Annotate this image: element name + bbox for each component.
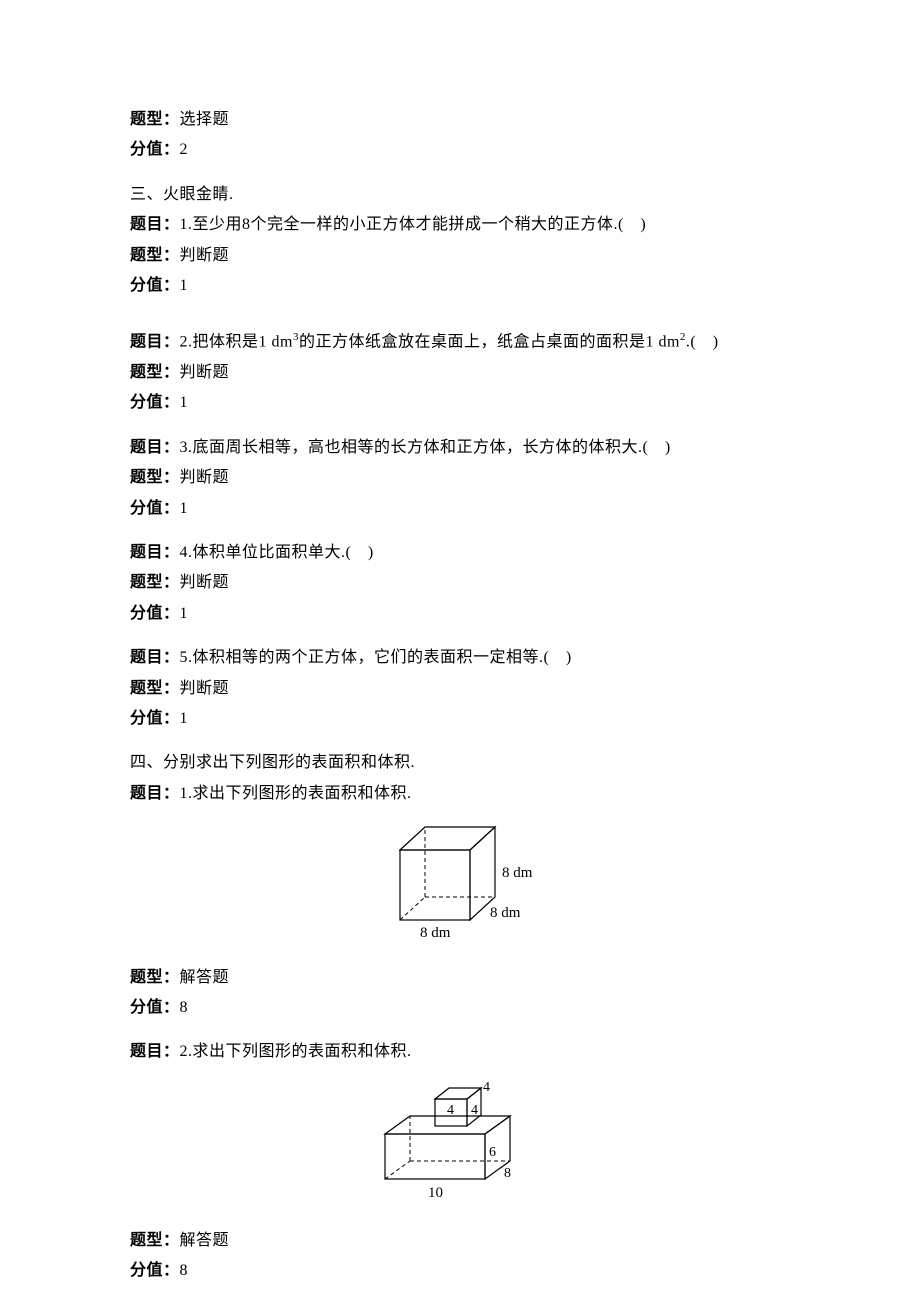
label-top-h: 4 [483, 1080, 490, 1095]
score-value: 1 [180, 605, 189, 622]
prev-choice-tail: 题型：选择题 分值：2 [130, 105, 790, 166]
item-line: 题目：3.底面周长相等，高也相等的长方体和正方体，长方体的体积大.( ) [130, 433, 790, 463]
label-width: 8 dm [420, 925, 451, 941]
q2-post: .( ) [686, 334, 719, 351]
score-line: 分值：8 [130, 993, 790, 1023]
item-text: 5.体积相等的两个正方体，它们的表面积一定相等.( ) [180, 649, 572, 666]
q3-4: 题目：4.体积单位比面积单大.( ) 题型：判断题 分值：1 [130, 538, 790, 629]
score-line: 分值：8 [130, 1256, 790, 1286]
figure-cube: 8 dm 8 dm 8 dm [130, 815, 790, 956]
item-text: 4.体积单位比面积单大.( ) [180, 544, 374, 561]
type-value: 判断题 [180, 247, 230, 264]
score-line: 分值：1 [130, 599, 790, 629]
type-value: 判断题 [180, 469, 230, 486]
q4-1-meta: 题型：解答题 分值：8 [130, 963, 790, 1024]
item-text: 2.求出下列图形的表面积和体积. [180, 1043, 412, 1060]
item-label: 题目： [130, 334, 180, 351]
type-line: 题型：判断题 [130, 568, 790, 598]
item-line: 题目：4.体积单位比面积单大.( ) [130, 538, 790, 568]
item-text: 1.求出下列图形的表面积和体积. [180, 785, 412, 802]
q4-1-item: 题目：1.求出下列图形的表面积和体积. [130, 779, 790, 809]
item-text: 1.至少用8个完全一样的小正方体才能拼成一个稍大的正方体.( ) [180, 216, 647, 233]
score-label: 分值： [130, 394, 180, 411]
type-value: 判断题 [180, 364, 230, 381]
score-label: 分值： [130, 500, 180, 517]
label-top-w: 4 [447, 1103, 454, 1118]
score-value: 8 [180, 999, 189, 1016]
type-line: 题型：判断题 [130, 241, 790, 271]
q2-pre: 2.把体积是1 dm [180, 334, 293, 351]
item-line: 题目：5.体积相等的两个正方体，它们的表面积一定相等.( ) [130, 643, 790, 673]
score-value: 1 [180, 710, 189, 727]
q3-3: 题目：3.底面周长相等，高也相等的长方体和正方体，长方体的体积大.( ) 题型：… [130, 433, 790, 524]
score-label: 分值： [130, 999, 180, 1016]
item-label: 题目： [130, 1043, 180, 1060]
type-line: 题型：解答题 [130, 1226, 790, 1256]
type-line: 题型：判断题 [130, 358, 790, 388]
score-line: 分值：1 [130, 494, 790, 524]
q4-2-meta: 题型：解答题 分值：8 [130, 1226, 790, 1287]
type-label: 题型： [130, 1232, 180, 1249]
item-label: 题目： [130, 439, 180, 456]
type-label: 题型： [130, 680, 180, 697]
score-line: 分值：2 [130, 135, 790, 165]
item-label: 题目： [130, 649, 180, 666]
item-line: 题目：1.至少用8个完全一样的小正方体才能拼成一个稍大的正方体.( ) [130, 210, 790, 240]
label-bot-h: 6 [489, 1145, 496, 1160]
item-label: 题目： [130, 216, 180, 233]
type-line: 题型：判断题 [130, 674, 790, 704]
score-line: 分值：1 [130, 271, 790, 301]
item-label: 题目： [130, 544, 180, 561]
score-label: 分值： [130, 277, 180, 294]
score-value: 1 [180, 277, 189, 294]
composite-svg: 4 4 4 6 8 10 [355, 1074, 565, 1209]
type-label: 题型： [130, 574, 180, 591]
type-value: 解答题 [180, 1232, 230, 1249]
score-value: 1 [180, 394, 189, 411]
type-value: 选择题 [180, 111, 230, 128]
type-line: 题型：解答题 [130, 963, 790, 993]
q3-5: 题目：5.体积相等的两个正方体，它们的表面积一定相等.( ) 题型：判断题 分值… [130, 643, 790, 734]
type-label: 题型： [130, 364, 180, 381]
score-line: 分值：1 [130, 704, 790, 734]
q2-mid: 的正方体纸盒放在桌面上，纸盒占桌面的面积是1 dm [299, 334, 680, 351]
type-value: 解答题 [180, 969, 230, 986]
label-bot-l: 10 [428, 1185, 443, 1201]
item-text: 3.底面周长相等，高也相等的长方体和正方体，长方体的体积大.( ) [180, 439, 671, 456]
score-value: 8 [180, 1262, 189, 1279]
q3-1: 题目：1.至少用8个完全一样的小正方体才能拼成一个稍大的正方体.( ) 题型：判… [130, 210, 790, 301]
type-value: 判断题 [180, 574, 230, 591]
type-label: 题型： [130, 469, 180, 486]
item-line: 题目：2.把体积是1 dm3的正方体纸盒放在桌面上，纸盒占桌面的面积是1 dm2… [130, 327, 790, 358]
type-label: 题型： [130, 247, 180, 264]
label-top-d: 4 [471, 1103, 478, 1118]
score-value: 1 [180, 500, 189, 517]
score-value: 2 [180, 141, 189, 158]
cube-svg: 8 dm 8 dm 8 dm [360, 815, 560, 945]
score-label: 分值： [130, 710, 180, 727]
score-label: 分值： [130, 1262, 180, 1279]
score-label: 分值： [130, 605, 180, 622]
type-value: 判断题 [180, 680, 230, 697]
q4-2-item: 题目：2.求出下列图形的表面积和体积. [130, 1037, 790, 1067]
type-label: 题型： [130, 969, 180, 986]
figure-composite: 4 4 4 6 8 10 [130, 1074, 790, 1220]
type-line: 题型：选择题 [130, 105, 790, 135]
section4-heading: 四、分别求出下列图形的表面积和体积. [130, 748, 790, 778]
section3-heading: 三、火眼金睛. [130, 180, 790, 210]
q3-2: 题目：2.把体积是1 dm3的正方体纸盒放在桌面上，纸盒占桌面的面积是1 dm2… [130, 327, 790, 419]
type-label: 题型： [130, 111, 180, 128]
label-depth: 8 dm [490, 905, 521, 921]
item-label: 题目： [130, 785, 180, 802]
label-bot-w: 8 [504, 1166, 511, 1181]
score-line: 分值：1 [130, 388, 790, 418]
score-label: 分值： [130, 141, 180, 158]
type-line: 题型：判断题 [130, 463, 790, 493]
label-height: 8 dm [502, 865, 533, 881]
